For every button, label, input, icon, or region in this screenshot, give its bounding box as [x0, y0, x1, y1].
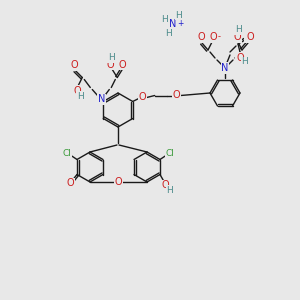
Text: H: H [167, 186, 173, 195]
Text: O: O [66, 178, 74, 188]
Text: +: + [177, 19, 183, 28]
Text: O: O [115, 177, 122, 187]
Text: O: O [161, 181, 169, 190]
Text: O: O [236, 53, 244, 63]
Text: H: H [162, 14, 168, 23]
Text: Cl: Cl [63, 149, 71, 158]
Text: N: N [221, 63, 229, 73]
Text: O: O [106, 59, 114, 70]
Text: O: O [70, 61, 78, 70]
Text: O: O [173, 91, 181, 100]
Text: N: N [169, 19, 177, 29]
Text: H: H [77, 92, 84, 101]
Text: H: H [235, 26, 242, 34]
Text: H: H [242, 58, 248, 67]
Text: Cl: Cl [166, 149, 174, 158]
Text: O: O [118, 59, 126, 70]
Text: O: O [245, 32, 253, 42]
Text: O: O [139, 92, 146, 103]
Text: O: O [233, 32, 241, 42]
Text: H: H [176, 11, 182, 20]
Text: N: N [98, 94, 105, 104]
Text: O: O [74, 85, 81, 95]
Text: O: O [197, 32, 205, 42]
Text: H: H [108, 53, 115, 62]
Text: O: O [209, 32, 217, 42]
Text: O: O [246, 32, 254, 42]
Text: H: H [166, 28, 172, 38]
Text: -: - [218, 32, 220, 41]
